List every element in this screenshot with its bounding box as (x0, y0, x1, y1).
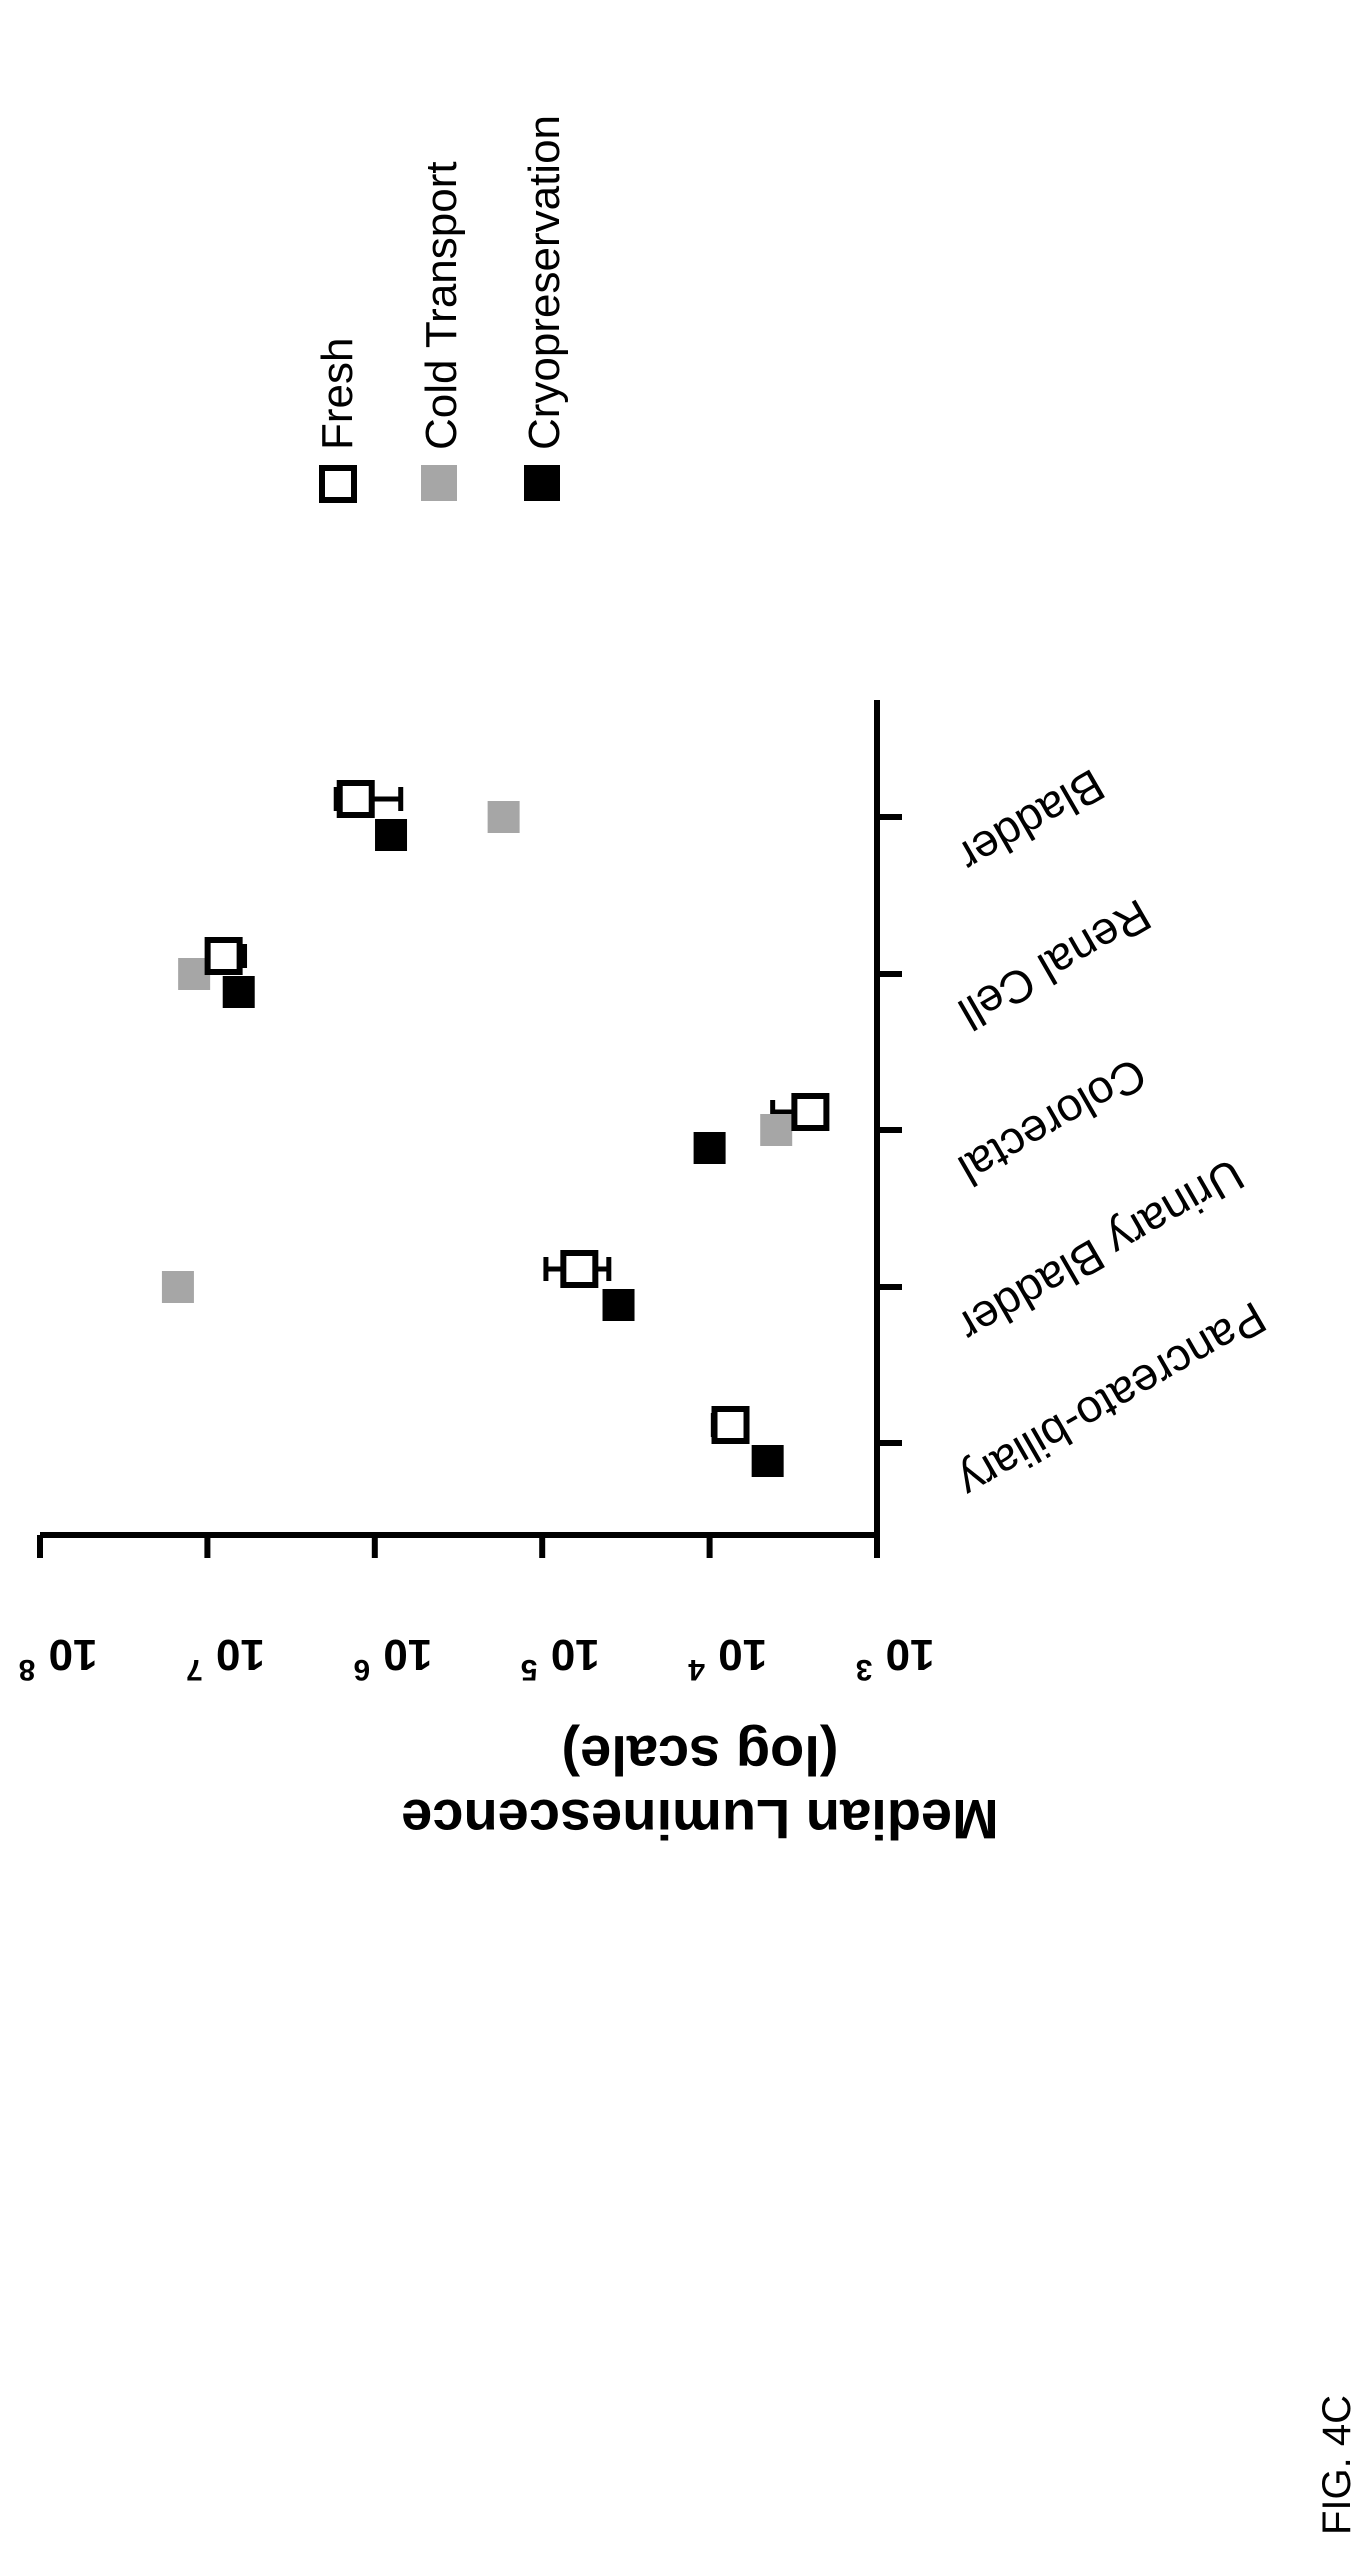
category-label-renal-cell: Renal Cell (950, 889, 1160, 1040)
point-cold-transport-4 (487, 801, 520, 833)
legend-label-fresh: Fresh (313, 338, 362, 450)
point-cold-transport-2 (760, 1114, 793, 1146)
legend-label-cold-transport: Cold Transport (417, 161, 466, 450)
value-tick-label-base: 10 (383, 1630, 432, 1679)
value-tick-label-exp: 8 (19, 1653, 36, 1686)
value-tick-label-base: 10 (886, 1630, 935, 1679)
point-fresh-4 (336, 780, 375, 818)
value-tick-label-exp: 7 (186, 1653, 203, 1686)
category-label-bladder: Bladder (950, 759, 1113, 883)
value-tick-label-base: 10 (551, 1630, 600, 1679)
point-cryopreservation-4 (375, 819, 408, 851)
value-tick-label-base: 10 (216, 1630, 265, 1679)
point-cryopreservation-2 (693, 1132, 726, 1164)
value-tick-label-exp: 3 (856, 1653, 873, 1686)
legend-marker-cold-transport (421, 465, 457, 501)
value-tick-label-exp: 4 (688, 1653, 705, 1686)
point-fresh-1 (560, 1250, 599, 1288)
category-label-colorectal: Colorectal (950, 1048, 1155, 1197)
value-tick-label-6: 10 6 (353, 1630, 432, 1686)
plot-area: 10 3 10 4 10 5 10 6 10 7 10 8 (19, 700, 935, 1686)
value-tick-label-7: 10 7 (186, 1630, 265, 1686)
value-axis-title: Median Luminescence (log scale) (401, 1724, 999, 1851)
value-tick-label-base: 10 (718, 1630, 767, 1679)
value-tick-label-8: 10 8 (19, 1630, 98, 1686)
value-tick-label-4: 10 4 (688, 1630, 767, 1686)
value-tick-label-5: 10 5 (521, 1630, 600, 1686)
point-cryopreservation-1 (602, 1289, 635, 1321)
value-tick-label-3: 10 3 (856, 1630, 935, 1686)
point-fresh-0 (711, 1406, 750, 1444)
legend-label-cryopreservation: Cryopreservation (520, 115, 569, 450)
figure-label: FIG. 4C (1315, 2395, 1359, 2535)
point-fresh-3 (204, 937, 243, 975)
point-cold-transport-1 (161, 1271, 194, 1303)
legend: Fresh Cold Transport Cryopreservation (313, 115, 569, 503)
value-tick-label-exp: 5 (521, 1653, 538, 1686)
point-fresh-2 (791, 1093, 830, 1131)
errorbar-layer (208, 787, 813, 1437)
point-cryopreservation-3 (222, 976, 255, 1008)
points-layer (161, 780, 830, 1477)
value-axis-title-line-2: (log scale) (562, 1724, 839, 1787)
ticks-layer: 10 3 10 4 10 5 10 6 10 7 10 8 (19, 814, 935, 1686)
legend-marker-cryopreservation (524, 465, 560, 501)
legend-marker-fresh (319, 465, 357, 503)
value-tick-label-exp: 6 (353, 1653, 370, 1686)
value-axis-title-line-1: Median Luminescence (401, 1788, 999, 1851)
value-tick-label-base: 10 (49, 1630, 98, 1679)
point-cryopreservation-0 (751, 1445, 784, 1477)
